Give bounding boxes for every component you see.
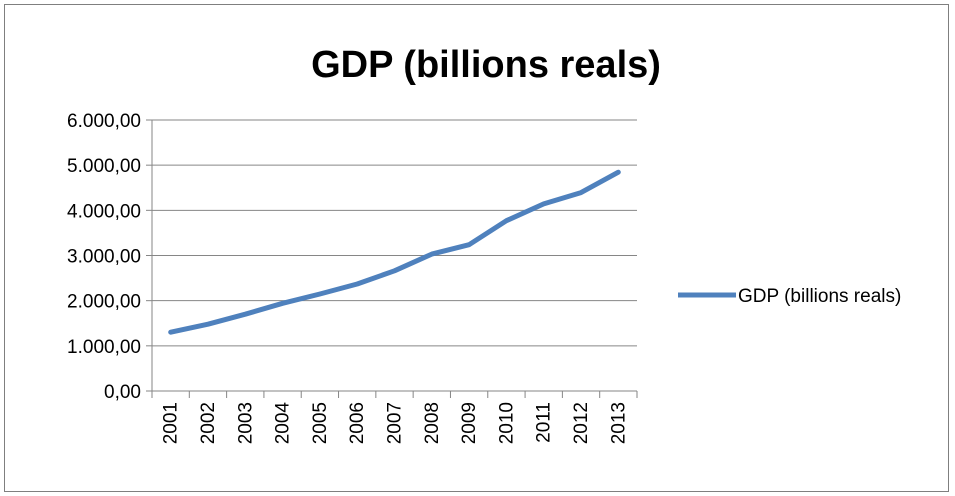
gridlines [152, 119, 637, 347]
x-tick-label: 2003 [235, 402, 256, 444]
x-tick-label: 2009 [459, 402, 480, 444]
chart-frame: GDP (billions reals) 0,00 1.000,00 2.000,0… [4, 4, 949, 492]
x-axis-tick-labels: 2001 2002 2003 2004 2005 2006 2007 2008 2009 2010… [161, 402, 630, 445]
x-tick-label: 2005 [310, 402, 331, 444]
y-tick-label: 4.000,00 [67, 201, 141, 222]
series-line [168, 169, 621, 335]
x-tick-label: 2006 [347, 402, 368, 444]
x-tick-label: 2011 [534, 402, 555, 443]
y-tick-label: 6.000,00 [67, 111, 141, 132]
x-tick-label: 2012 [571, 402, 592, 444]
series-lines [168, 169, 621, 335]
chart-title: GDP (billions reals) [311, 44, 661, 86]
legend: GDP (billions reals) [678, 286, 901, 307]
y-tick-label: 3.000,00 [67, 247, 141, 268]
y-tick-label: 2.000,00 [67, 292, 141, 313]
y-tick-label: 1.000,00 [67, 337, 141, 358]
x-tick-label: 2010 [496, 402, 517, 444]
x-tick-label: 2002 [198, 402, 219, 444]
x-tick-label: 2001 [161, 402, 182, 444]
gdp-line-chart: GDP (billions reals) 0,00 1.000,00 2.000,0… [67, 44, 901, 445]
axes [146, 119, 638, 398]
y-tick-label: 0,00 [104, 382, 141, 403]
legend-label: GDP (billions reals) [738, 286, 901, 307]
x-tick-label: 2013 [608, 402, 629, 444]
x-tick-label: 2007 [385, 402, 406, 444]
y-axis-tick-labels: 0,00 1.000,00 2.000,00 3.000,00 4.000,00 5.00… [67, 111, 141, 403]
x-tick-label: 2004 [273, 402, 294, 445]
y-tick-label: 5.000,00 [67, 156, 141, 177]
x-tick-label: 2008 [422, 402, 443, 444]
